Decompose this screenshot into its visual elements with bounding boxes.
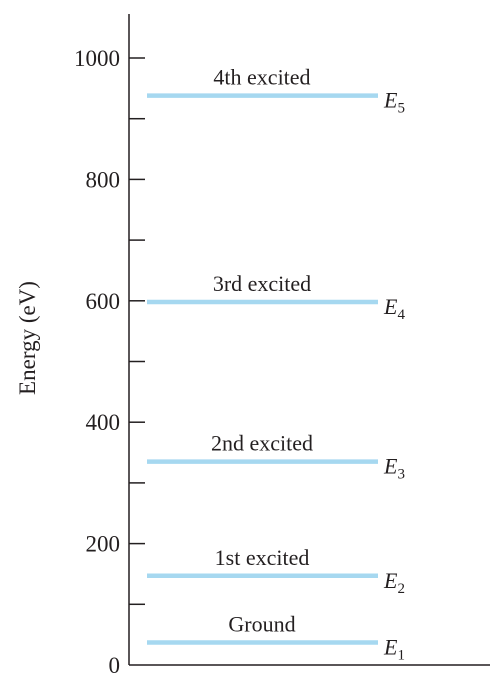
energy-level-symbol: E3 <box>383 454 405 483</box>
energy-level-symbol: E1 <box>383 635 405 664</box>
y-axis-title: Energy (eV) <box>15 281 40 395</box>
energy-symbol-letter: E <box>383 294 398 319</box>
energy-symbol-subscript: 2 <box>397 581 405 597</box>
energy-level: Ground E1 <box>147 612 405 664</box>
energy-symbol-letter: E <box>383 568 398 593</box>
y-tick-labels: 0 200 400 600 800 1000 <box>74 46 120 678</box>
energy-level-label: 3rd excited <box>213 271 311 296</box>
y-tick-label: 200 <box>86 532 121 557</box>
y-tick-label: 800 <box>86 167 121 192</box>
y-ticks <box>129 57 145 606</box>
energy-symbol-letter: E <box>383 454 398 479</box>
energy-symbol-letter: E <box>383 88 398 113</box>
y-tick-label: 1000 <box>74 46 120 71</box>
energy-level-label: 4th excited <box>213 65 310 90</box>
energy-level-label: 1st excited <box>215 545 310 570</box>
energy-symbol-subscript: 3 <box>397 467 405 483</box>
energy-level: 4th excited E5 <box>147 65 405 117</box>
energy-level: 3rd excited E4 <box>147 271 405 323</box>
energy-level-symbol: E4 <box>383 294 405 323</box>
energy-symbol-letter: E <box>383 635 398 660</box>
energy-level: 1st excited E2 <box>147 545 405 597</box>
energy-symbol-subscript: 1 <box>397 648 405 664</box>
energy-symbol-subscript: 4 <box>397 307 405 323</box>
energy-level-symbol: E5 <box>383 88 405 117</box>
axes <box>128 14 490 666</box>
y-tick-label: 400 <box>86 410 121 435</box>
energy-level-symbol: E2 <box>383 568 405 597</box>
energy-level-label: Ground <box>228 612 295 637</box>
energy-symbol-subscript: 5 <box>397 101 405 117</box>
y-tick-label: 600 <box>86 289 121 314</box>
energy-level: 2nd excited E3 <box>147 431 405 483</box>
y-tick-label: 0 <box>109 653 121 678</box>
energy-level-label: 2nd excited <box>211 431 313 456</box>
